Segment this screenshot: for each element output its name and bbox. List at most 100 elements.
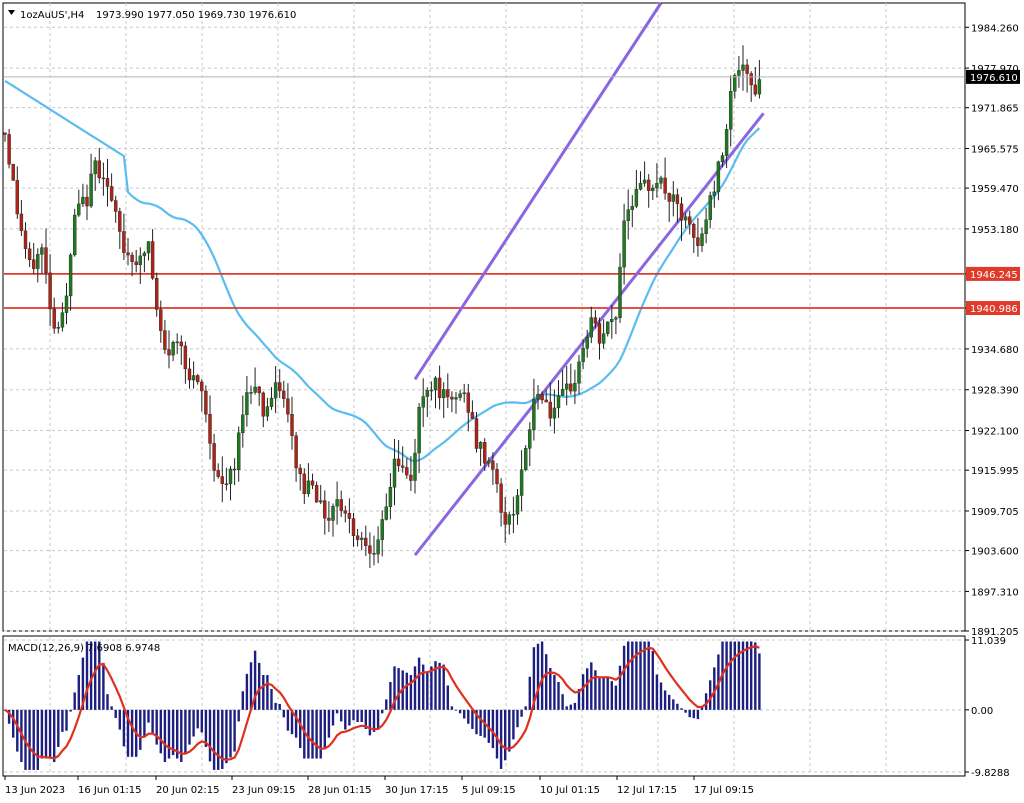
macd-histogram-bar [557,681,560,710]
candle-body [511,514,516,516]
candle-body [216,470,220,477]
price-y-axis: 1984.260 1977.970 1971.865 1965.575 1959.470… [964,3,1020,638]
macd-histogram-bar [372,709,376,732]
candle [528,422,532,467]
candle [150,229,155,280]
candle-body [585,336,589,349]
time-tick-label: 20 Jun 02:15 [156,785,220,796]
candle-body [478,442,483,449]
candle-body [720,155,725,163]
macd-histogram-bar [352,709,355,721]
candle [93,157,97,191]
candle [167,330,171,369]
candle [36,248,40,283]
candle [507,511,511,535]
candle-body [581,347,585,363]
candle-body [52,308,56,329]
candle-body [577,361,581,384]
candle-body [749,73,753,86]
candle-body [56,327,60,329]
price-tick-label: 1946.245 [970,270,1018,281]
candle-body [515,495,520,515]
macd-histogram-bar [647,641,650,710]
macd-histogram-bar [602,677,605,710]
macd-histogram-bar [631,641,634,710]
candle-body [273,382,278,399]
macd-histogram-bar [659,682,663,710]
macd-panel[interactable]: 11.039 0.00 -9.8288 MACD(12,26,9) 7.6908 6… [2,635,1010,779]
candle [126,237,130,266]
price-panel[interactable]: 1984.260 1977.970 1971.865 1965.575 1959.470… [2,2,1020,638]
macd-histogram-bar [668,694,671,710]
macd-histogram-bar [44,709,48,759]
candle [159,300,163,343]
macd-histogram-bar [225,709,228,764]
macd-histogram-bar [389,681,392,710]
candle [134,249,138,273]
candle [470,400,475,420]
price-tick-label: 1891.205 [971,627,1019,638]
candle-body [3,132,7,135]
candle-body [294,435,298,469]
candle [44,228,48,284]
candle [458,389,462,401]
candle [89,153,93,209]
macd-histogram-bar [147,709,150,723]
current-price-label: 1976.610 [970,73,1018,84]
macd-histogram-bar [36,709,39,770]
macd-histogram-bar [417,657,421,710]
candle-body [208,414,212,444]
candle-body [737,70,741,76]
candle-body [200,381,204,392]
candle-body [474,418,479,449]
candle [704,207,708,244]
candle [339,490,343,517]
candle [191,361,196,389]
macd-histogram-bar [126,709,130,757]
macd-histogram-bar [315,709,318,759]
candle [515,488,520,525]
candle [401,446,405,473]
macd-panel-frame [2,635,966,777]
price-tick-label: 1934.680 [971,345,1019,356]
candle [483,438,487,471]
candle-body [175,341,179,344]
macd-histogram-bar [540,641,544,710]
dropdown-triangle-icon[interactable] [8,10,15,15]
candle-body [310,480,315,486]
candle-body [671,194,675,202]
candle-body [245,392,249,416]
candle [327,501,331,532]
candle-body [249,392,253,394]
macd-histogram-bar [270,688,273,710]
candle-body [757,79,762,95]
macd-histogram-bar [618,665,622,710]
candle-body [32,259,36,269]
candle [392,438,397,506]
candle [622,203,626,285]
symbol-label: 1ozAuUS',H4 [20,10,84,21]
candle [224,467,229,491]
time-tick-label: 10 Jul 01:15 [540,785,600,796]
candle [437,365,442,410]
candle-body [142,252,147,257]
macd-histogram-bar [307,709,310,759]
macd-tick-label: 0.00 [971,706,993,717]
macd-histogram-bar [143,709,146,736]
candle-body [679,203,684,221]
candle-body [597,323,602,344]
macd-histogram-bar [376,709,380,729]
candle [679,197,684,241]
candle [675,188,680,223]
candle [462,383,466,403]
macd-histogram-bar [590,662,593,710]
candle [741,45,745,91]
candle-body [68,254,73,297]
candle [122,213,126,261]
channel-line-lower [413,112,765,557]
macd-histogram-bar [286,709,290,731]
candle [364,525,368,556]
candle-body [93,160,97,175]
candle-body [347,513,352,519]
